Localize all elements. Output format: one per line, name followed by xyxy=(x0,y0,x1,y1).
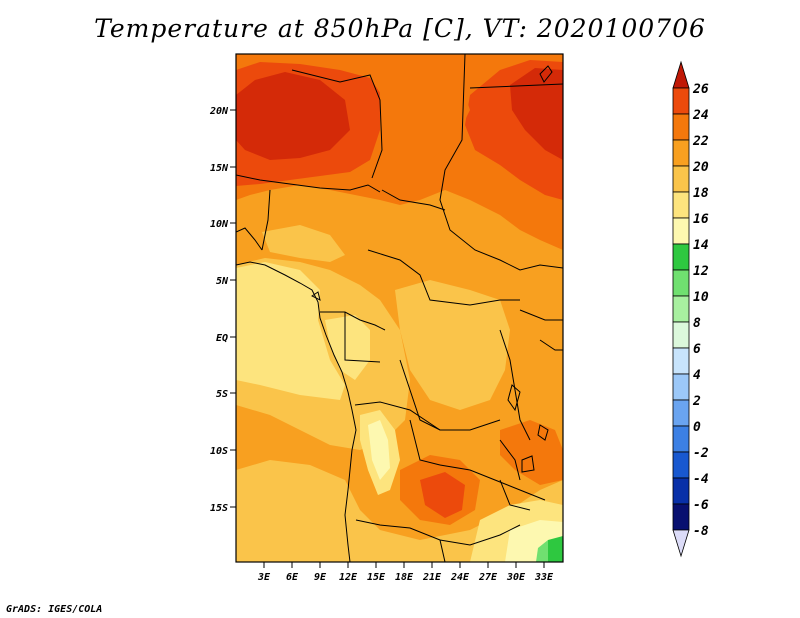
lat-label-5s: 5S xyxy=(216,389,228,400)
temperature-field-18-20-gulf xyxy=(262,225,345,262)
colorbar-bottom-arrow xyxy=(672,529,690,558)
colorbar-label: 6 xyxy=(693,342,701,357)
lon-label-6e: 6E xyxy=(286,572,299,583)
colorbar-label: 10 xyxy=(693,290,709,305)
lat-label-15n: 15N xyxy=(210,163,229,174)
lat-label-eq: EQ xyxy=(216,333,228,344)
colorbar-label: 22 xyxy=(692,134,709,149)
lon-label-33e: 33E xyxy=(534,572,554,583)
lat-label-10n: 10N xyxy=(210,219,229,230)
country-borders xyxy=(236,54,563,562)
colorbar-label: 2 xyxy=(692,394,701,409)
longitude-axis: 3E 6E 9E 12E 15E 18E 21E 24E 27E 30E 33E xyxy=(257,562,554,583)
colorbar-segment xyxy=(672,87,690,115)
map-frame xyxy=(235,53,564,563)
colorbar-segment xyxy=(672,451,690,479)
lon-label-12e: 12E xyxy=(339,572,358,583)
lat-label-20n: 20N xyxy=(209,106,229,117)
temperature-field-18-20-basin xyxy=(395,280,510,410)
colorbar-label: 4 xyxy=(693,368,701,383)
colorbar-label: -4 xyxy=(693,472,709,487)
lon-label-18e: 18E xyxy=(395,572,414,583)
colorbar-segment xyxy=(672,373,690,401)
colorbar-label: 24 xyxy=(692,108,709,123)
colorbar-label: 20 xyxy=(692,160,709,175)
colorbar-segment xyxy=(672,295,690,323)
lon-label-3e: 3E xyxy=(257,572,271,583)
lat-label-5n: 5N xyxy=(216,276,229,287)
colorbar-label: 8 xyxy=(693,316,701,331)
colorbar-label: -6 xyxy=(693,498,709,513)
colorbar-segment xyxy=(672,217,690,245)
colorbar-label: -8 xyxy=(693,524,709,539)
colorbar-label: 16 xyxy=(693,212,709,227)
colorbar-segment xyxy=(672,113,690,141)
temperature-field-12-14 xyxy=(545,536,563,562)
colorbar-segment xyxy=(672,139,690,167)
temperature-field-10-12 xyxy=(536,540,548,562)
colorbar-segment xyxy=(672,425,690,453)
colorbar-segment xyxy=(672,503,690,531)
colorbar-segment xyxy=(672,243,690,271)
colorbar-segment xyxy=(672,321,690,349)
lat-label-15s: 15S xyxy=(210,503,228,514)
temperature-field-16-18-atlantic xyxy=(236,262,345,400)
colorbar-label: -2 xyxy=(693,446,709,461)
lon-label-27e: 27E xyxy=(478,572,498,583)
lon-label-9e: 9E xyxy=(314,572,327,583)
colorbar-label: 18 xyxy=(693,186,709,201)
temperature-field-22-24-center xyxy=(380,70,470,165)
colorbar-top-arrow xyxy=(672,60,690,89)
colorbar-segment xyxy=(672,347,690,375)
temperature-field-26-ne xyxy=(510,68,563,160)
colorbar-label: 12 xyxy=(693,264,709,279)
temperature-field-16-18-congo xyxy=(325,315,370,380)
temperature-field-14-16-angola xyxy=(368,420,390,480)
colorbar-segment xyxy=(672,269,690,297)
colorbar-segment xyxy=(672,399,690,427)
lon-label-15e: 15E xyxy=(367,572,386,583)
lon-label-30e: 30E xyxy=(506,572,526,583)
grads-credit: GrADS: IGES/COLA xyxy=(6,604,103,615)
colorbar-segment xyxy=(672,191,690,219)
temperature-field-24-26-zambia xyxy=(420,472,465,518)
colorbar-label: 0 xyxy=(693,420,701,435)
latitude-axis: 20N 15N 10N 5N EQ 5S 10S 15S xyxy=(209,106,236,514)
colorbar-label: 26 xyxy=(692,82,709,97)
colorbar-segment xyxy=(672,165,690,193)
temperature-field-22-24-se xyxy=(500,420,563,485)
temperature-map-panel xyxy=(236,54,563,562)
lon-label-21e: 21E xyxy=(422,572,442,583)
map-title: Temperature at 850hPa [C], VT: 202010070… xyxy=(94,14,706,43)
colorbar-segment xyxy=(672,477,690,505)
lon-label-24e: 24E xyxy=(450,572,470,583)
temperature-field-26-nw xyxy=(236,72,350,160)
lat-label-10s: 10S xyxy=(210,446,228,457)
colorbar-label: 14 xyxy=(693,238,709,253)
